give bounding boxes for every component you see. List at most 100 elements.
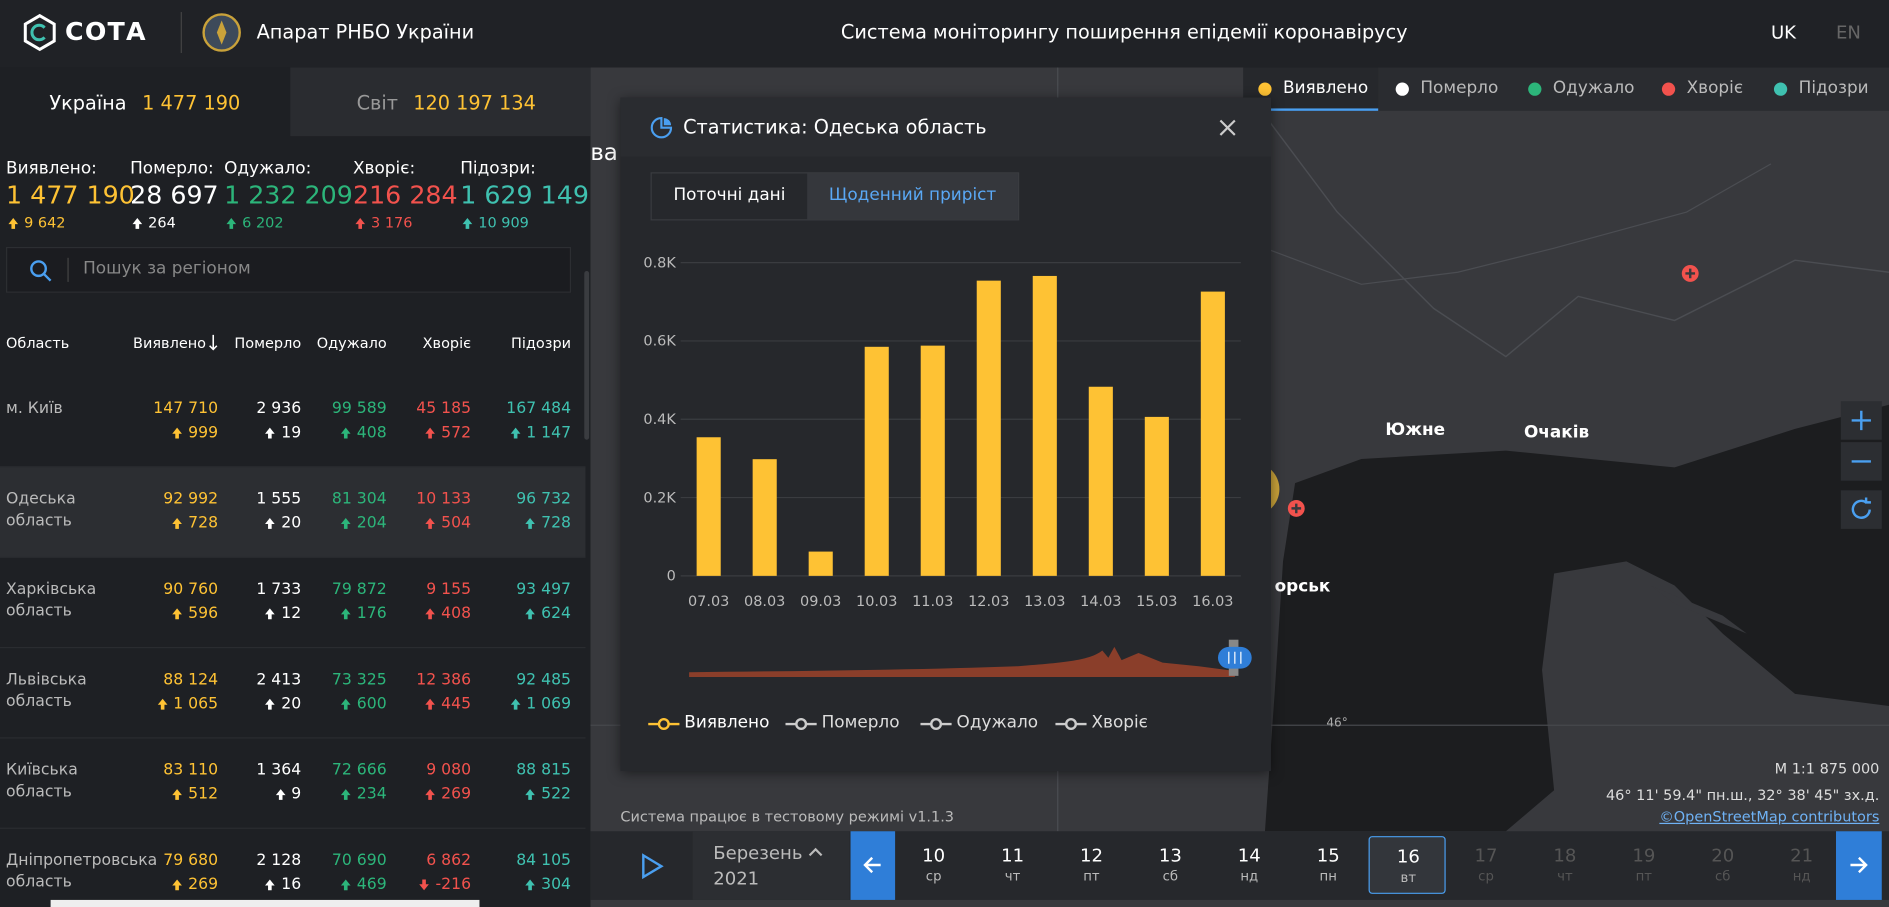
legend-item[interactable]: Хворіє xyxy=(1647,67,1782,108)
zoom-controls xyxy=(1840,401,1882,529)
day[interactable]: 14 нд xyxy=(1211,836,1288,894)
delta-arrow xyxy=(341,427,351,439)
delta-arrow xyxy=(132,218,143,229)
arrow-shape xyxy=(132,218,143,229)
legend-item[interactable]: Померло xyxy=(785,711,918,738)
stats-modal: Статистика: Одеська область Поточні дані… xyxy=(620,97,1271,772)
status-text: Система працює в тестовому режимі v1.1.3 xyxy=(620,808,954,826)
day[interactable]: 10 ср xyxy=(895,836,972,894)
stat-value: 1 629 149 xyxy=(460,180,589,210)
day-number: 17 xyxy=(1474,844,1498,867)
column-header[interactable]: Підозри xyxy=(511,334,572,352)
search-box[interactable]: Пошук за регіоном xyxy=(6,246,572,293)
arrow-shape xyxy=(525,879,536,891)
table-row[interactable] xyxy=(0,467,586,558)
weekday: чт xyxy=(1004,868,1021,885)
cell-delta: 9 xyxy=(291,785,302,804)
y-tick-label: 0.4K xyxy=(643,412,676,428)
stat-delta: 9 642 xyxy=(24,214,66,232)
org-name: Апарат РНБО України xyxy=(256,20,475,44)
cell-value: 90 760 xyxy=(163,580,219,599)
arrow-shape xyxy=(462,218,473,229)
delta-arrow xyxy=(510,427,521,439)
table-row[interactable] xyxy=(0,377,586,468)
table-row[interactable] xyxy=(0,558,586,649)
dot xyxy=(1395,82,1409,96)
arrow-shape xyxy=(341,608,351,620)
weekday: нд xyxy=(1240,868,1259,885)
day[interactable]: 12 пт xyxy=(1053,836,1130,894)
close-button[interactable] xyxy=(1219,119,1236,136)
legend-item[interactable]: Хворіє xyxy=(1055,711,1188,738)
day: 19 пт xyxy=(1605,836,1682,894)
day: 21 нд xyxy=(1763,836,1840,894)
tab-label[interactable]: Світ xyxy=(356,91,399,115)
tab[interactable]: Поточні дані xyxy=(652,173,807,219)
cell-value: 81 304 xyxy=(331,490,387,509)
arrow-shape xyxy=(510,698,521,710)
cell-value: 10 133 xyxy=(416,490,472,509)
legend-item[interactable]: Одужало xyxy=(920,711,1053,738)
prev-button[interactable] xyxy=(850,831,896,900)
zoom-in[interactable] xyxy=(1840,401,1882,440)
cell-delta: 19 xyxy=(281,424,302,443)
region-name: Львівська область xyxy=(6,671,87,711)
arrow-shape xyxy=(510,427,521,439)
arrow-shape xyxy=(425,427,436,439)
legend-label: Одужало xyxy=(956,713,1039,733)
delta-arrow xyxy=(172,879,183,891)
column-header[interactable]: Хворіє xyxy=(422,334,472,352)
spit xyxy=(1650,585,1747,634)
language[interactable]: UK xyxy=(1770,21,1797,44)
column-header[interactable]: Одужало xyxy=(316,334,387,352)
stat-label: Хворіє: xyxy=(352,159,416,179)
sort-icon xyxy=(209,334,218,351)
column-header[interactable]: Померло xyxy=(234,334,302,352)
cell-delta: 12 xyxy=(281,604,302,623)
bar xyxy=(976,280,1001,576)
legend-item[interactable]: Одужало xyxy=(1513,67,1648,108)
legend-item[interactable]: Підозри xyxy=(1759,67,1889,108)
reset-view[interactable] xyxy=(1840,490,1882,529)
delta-arrow xyxy=(355,218,366,229)
table-row[interactable] xyxy=(0,738,586,829)
column-header[interactable]: Виявлено xyxy=(133,334,207,352)
table-row[interactable] xyxy=(0,648,586,739)
play-button[interactable] xyxy=(639,853,666,880)
language[interactable]: EN xyxy=(1835,21,1861,44)
legend-item[interactable]: Померло xyxy=(1381,67,1516,108)
delta-arrow xyxy=(157,698,168,710)
cell-delta: 20 xyxy=(281,514,302,533)
arrow-shape xyxy=(265,879,276,891)
next-button[interactable] xyxy=(1835,831,1882,900)
divider xyxy=(180,12,182,54)
plus-icon xyxy=(1851,410,1871,431)
arrow-shape xyxy=(265,608,276,620)
attribution-link[interactable]: ©OpenStreetMap contributors xyxy=(1659,808,1880,826)
month-picker[interactable] xyxy=(692,831,850,900)
cell-delta: 522 xyxy=(541,785,572,804)
h-scrollbar xyxy=(50,899,480,907)
legend-item[interactable]: Виявлено xyxy=(648,711,781,738)
bar xyxy=(808,551,833,576)
column-header[interactable]: Область xyxy=(6,334,70,352)
tab[interactable]: Щоденний приріст xyxy=(807,173,1018,220)
day[interactable]: 13 сб xyxy=(1132,836,1209,894)
tab-label[interactable]: Україна xyxy=(49,91,127,115)
delta-arrow xyxy=(172,608,183,620)
day-number: 13 xyxy=(1158,844,1182,867)
map-label: орськ xyxy=(1274,577,1331,597)
left-panel: Україна 1 477 190 Світ 120 197 134 Пошук… xyxy=(0,67,591,907)
day-number: 19 xyxy=(1632,844,1656,867)
cell-value: 83 110 xyxy=(163,761,219,780)
arrow-shape xyxy=(425,698,436,710)
arrow-shape xyxy=(8,218,19,229)
delta-arrow xyxy=(341,698,351,710)
cell-value: 70 690 xyxy=(331,851,387,870)
delta-arrow xyxy=(510,698,521,710)
day[interactable]: 16 вт xyxy=(1368,836,1446,894)
delta-arrow xyxy=(341,789,351,800)
day[interactable]: 11 чт xyxy=(974,836,1051,894)
day[interactable]: 15 пн xyxy=(1290,836,1367,894)
zoom-out[interactable] xyxy=(1840,442,1882,481)
